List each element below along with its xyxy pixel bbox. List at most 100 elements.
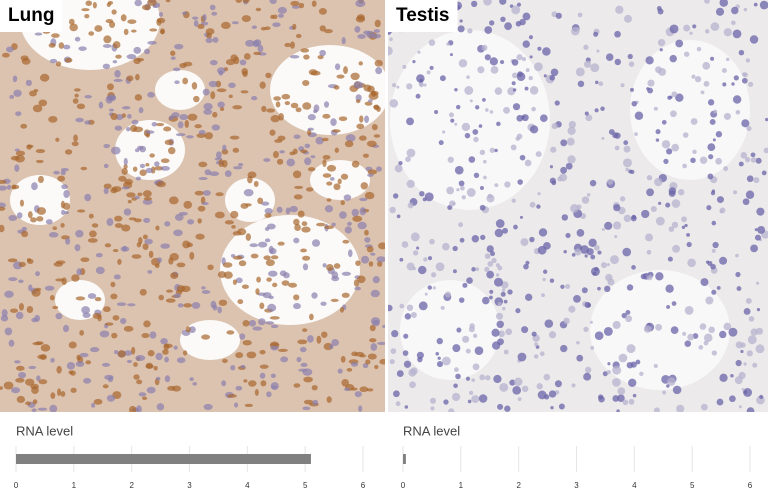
cell <box>491 328 500 337</box>
cell <box>354 351 365 357</box>
cell <box>686 241 692 248</box>
cell <box>135 176 142 181</box>
cell <box>142 190 152 198</box>
cell <box>746 350 753 357</box>
cell <box>142 199 153 205</box>
cell <box>711 248 716 253</box>
cell <box>466 188 476 197</box>
cell <box>112 60 118 64</box>
cell <box>279 270 287 277</box>
cell <box>523 263 529 270</box>
cell <box>75 296 86 301</box>
cell <box>735 341 743 349</box>
cell <box>210 91 216 100</box>
cell <box>126 75 134 82</box>
lung-texture <box>0 0 385 412</box>
cell <box>112 248 119 253</box>
cell <box>78 46 87 51</box>
cell <box>102 44 112 48</box>
cell <box>157 257 162 263</box>
cell <box>63 210 70 215</box>
cell <box>346 367 353 372</box>
x-tick-label: 1 <box>459 481 464 490</box>
cell <box>295 33 302 39</box>
cell <box>738 49 745 56</box>
cell <box>743 390 748 394</box>
cell <box>401 241 409 248</box>
cell <box>454 122 458 126</box>
cell <box>97 314 102 322</box>
cell <box>626 361 634 369</box>
cell <box>342 239 350 244</box>
cell <box>147 350 155 357</box>
cell <box>230 54 238 62</box>
cell <box>162 349 169 355</box>
cell <box>310 155 316 159</box>
cell <box>57 175 66 182</box>
cell <box>156 403 165 411</box>
cell <box>575 67 585 77</box>
cell <box>15 155 25 163</box>
cell <box>231 21 239 25</box>
cell <box>481 44 488 51</box>
cell <box>472 129 479 135</box>
cell <box>509 379 516 386</box>
cell <box>613 221 622 230</box>
cell <box>341 271 352 276</box>
cell <box>369 324 376 332</box>
cell <box>264 208 273 214</box>
cell <box>702 61 711 70</box>
cell <box>743 7 748 12</box>
cell <box>103 143 110 149</box>
cell <box>517 352 527 362</box>
cell <box>104 243 112 248</box>
alveolus <box>270 45 385 135</box>
cell <box>628 61 635 67</box>
cell <box>76 268 82 276</box>
cell <box>719 0 729 7</box>
cell <box>725 57 730 62</box>
cell <box>156 181 166 188</box>
cell <box>247 175 253 184</box>
cell <box>495 219 505 228</box>
cell <box>362 153 369 158</box>
cell <box>211 124 221 131</box>
cell <box>447 156 454 163</box>
cell <box>252 326 263 331</box>
cell <box>197 23 205 30</box>
cell <box>483 0 492 6</box>
cell <box>101 362 111 367</box>
cell <box>222 358 228 364</box>
cell <box>326 181 333 186</box>
cell <box>364 101 373 106</box>
cell <box>497 403 504 410</box>
cell <box>203 108 213 115</box>
cell <box>715 157 722 165</box>
cell <box>528 35 534 40</box>
cell <box>662 390 667 395</box>
cell <box>16 212 23 219</box>
cell <box>73 134 78 142</box>
cell <box>521 114 529 122</box>
cell <box>139 163 146 169</box>
cell <box>55 61 62 67</box>
cell <box>408 368 417 377</box>
cell <box>276 206 283 213</box>
cell <box>557 176 563 182</box>
cell <box>698 345 704 350</box>
cell <box>340 355 346 363</box>
cell <box>486 245 494 253</box>
cell <box>521 385 529 393</box>
cell <box>293 134 301 139</box>
cell <box>464 132 471 139</box>
cell <box>614 145 620 151</box>
cell <box>14 360 21 364</box>
cell <box>166 289 173 293</box>
cell <box>307 335 314 343</box>
cell <box>303 376 313 383</box>
cell <box>390 348 397 354</box>
cell <box>344 140 354 148</box>
cell <box>0 224 5 233</box>
cell <box>21 226 28 231</box>
lumen <box>390 30 550 210</box>
